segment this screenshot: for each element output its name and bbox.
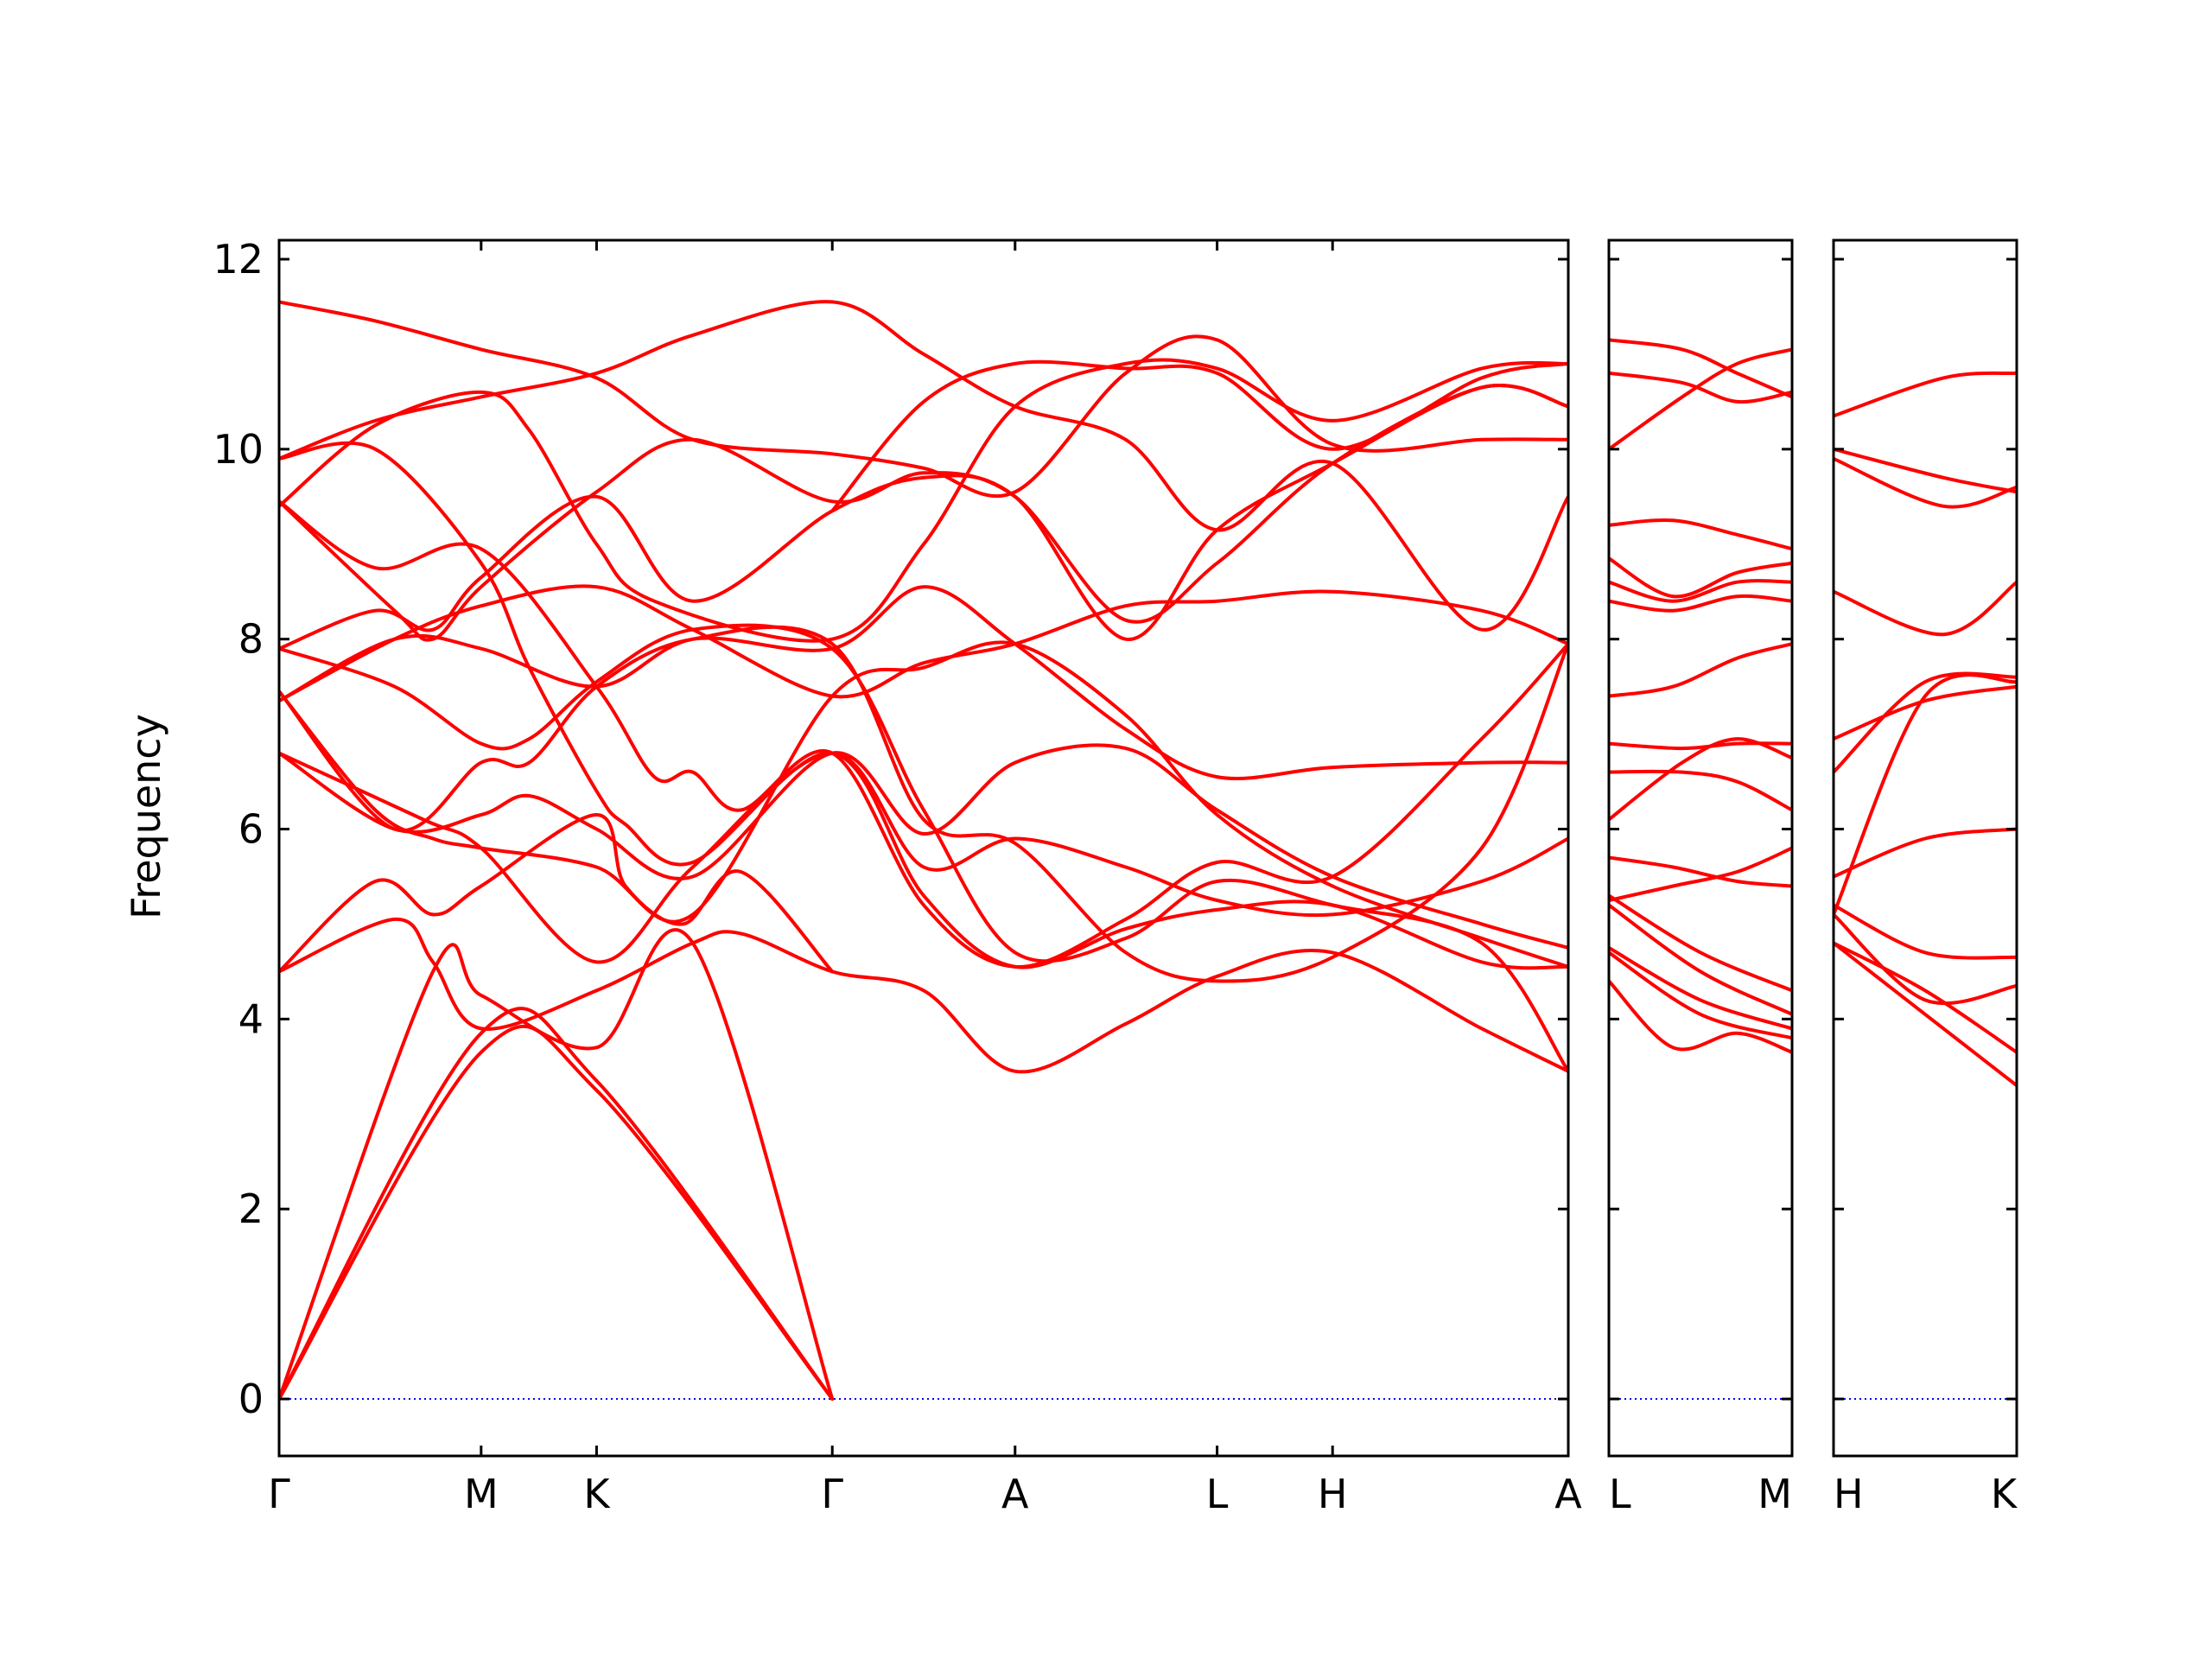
band-line bbox=[1834, 827, 2017, 879]
panel-frame bbox=[277, 238, 1570, 1458]
panel-frame bbox=[1607, 238, 1794, 1458]
band-line bbox=[279, 441, 1568, 970]
band-line bbox=[1834, 673, 2017, 917]
band-line bbox=[279, 584, 1568, 703]
band-line bbox=[279, 585, 1568, 833]
y-tick-label: 2 bbox=[238, 1185, 264, 1232]
band-line bbox=[1609, 579, 1792, 603]
band-line bbox=[1834, 941, 2017, 1088]
x-tick-label: H bbox=[1834, 1471, 1864, 1517]
band-line bbox=[279, 625, 1568, 983]
y-tick-label: 10 bbox=[213, 426, 264, 473]
band-curves bbox=[1834, 371, 2017, 1088]
band-line bbox=[1609, 642, 1792, 698]
band-line bbox=[1609, 556, 1792, 599]
band-line bbox=[279, 300, 1568, 632]
band-line bbox=[1609, 347, 1792, 451]
band-curves bbox=[1609, 338, 1792, 1054]
band-line bbox=[1834, 580, 2017, 637]
band-line bbox=[1609, 945, 1792, 1031]
x-tick-label: A bbox=[1554, 1471, 1582, 1517]
band-line bbox=[1834, 371, 2017, 418]
band-line bbox=[1834, 456, 2017, 509]
band-line bbox=[279, 751, 1568, 964]
x-tick-label: K bbox=[583, 1471, 611, 1517]
band-line bbox=[279, 358, 1568, 643]
band-line bbox=[279, 300, 1568, 499]
x-tick-label: L bbox=[1609, 1471, 1631, 1517]
band-line bbox=[830, 359, 1568, 513]
y-tick-label: 8 bbox=[238, 616, 264, 663]
band-line bbox=[279, 743, 1568, 950]
x-tick-label: H bbox=[1318, 1471, 1348, 1517]
panel-1: 0 2 4 6 8 10 12 Γ M K Γ A L H A bbox=[213, 236, 1582, 1517]
band-line bbox=[1609, 741, 1792, 751]
band-line bbox=[279, 1024, 835, 1401]
band-line bbox=[1609, 855, 1792, 888]
y-tick-label: 6 bbox=[238, 806, 264, 853]
x-tick-label: A bbox=[1001, 1471, 1029, 1517]
x-tick-label: M bbox=[1758, 1471, 1792, 1517]
x-tick-label: Γ bbox=[821, 1471, 843, 1517]
band-line bbox=[1609, 950, 1792, 1040]
band-line bbox=[279, 1007, 835, 1401]
panel-frame bbox=[1832, 238, 2018, 1458]
band-line bbox=[279, 384, 1568, 642]
band-line bbox=[1609, 338, 1792, 399]
band-line bbox=[1609, 769, 1792, 812]
band-line bbox=[1834, 684, 2017, 741]
band-line bbox=[1609, 371, 1792, 404]
band-line bbox=[1609, 979, 1792, 1054]
band-line bbox=[1609, 846, 1792, 902]
band-curves bbox=[279, 300, 1568, 1401]
band-line bbox=[1834, 903, 2017, 960]
band-line bbox=[1834, 447, 2017, 494]
band-line bbox=[1834, 671, 2017, 774]
y-axis-label: Frequency bbox=[123, 714, 169, 919]
x-tick-label: M bbox=[464, 1471, 499, 1517]
band-line bbox=[1834, 941, 2017, 1054]
band-line bbox=[1609, 518, 1792, 551]
y-tick-label: 4 bbox=[238, 995, 264, 1042]
band-line bbox=[279, 917, 1568, 1074]
y-tick-label: 0 bbox=[238, 1376, 264, 1422]
band-line bbox=[1609, 903, 1792, 1016]
x-tick-label: Γ bbox=[268, 1471, 290, 1517]
x-tick-label: K bbox=[1991, 1471, 2018, 1517]
band-line bbox=[1609, 594, 1792, 613]
band-line bbox=[1609, 893, 1792, 993]
y-tick-label: 12 bbox=[213, 236, 264, 283]
band-line bbox=[279, 928, 835, 1401]
x-tick-label: L bbox=[1206, 1471, 1229, 1517]
band-line bbox=[1834, 912, 2017, 1006]
band-line bbox=[279, 499, 1568, 969]
band-line bbox=[1609, 737, 1792, 822]
band-line bbox=[279, 813, 835, 974]
